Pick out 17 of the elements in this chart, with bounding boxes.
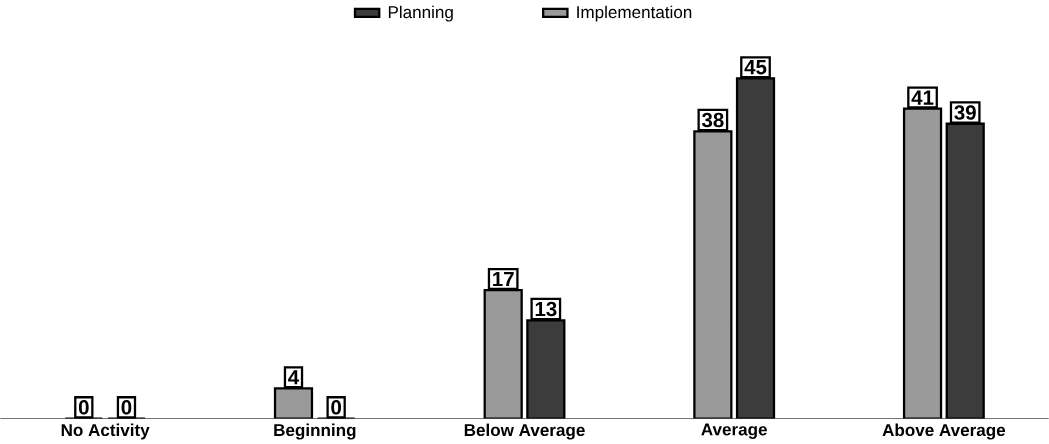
data-label: 17 <box>493 271 514 286</box>
data-label: 4 <box>288 370 300 385</box>
data-label: 39 <box>954 105 976 120</box>
legend-label: Planning <box>388 5 453 22</box>
data-label: 0 <box>78 399 89 415</box>
x-tick-label: Above Average <box>882 423 1006 440</box>
data-label: 38 <box>701 112 724 128</box>
x-tick-label: Below Average <box>464 423 585 440</box>
data-label: 41 <box>911 90 934 105</box>
legend-label: Implementation <box>577 5 692 22</box>
x-tick-label: Beginning <box>274 423 356 440</box>
data-label: 45 <box>744 59 767 75</box>
x-tick-label: No Activity <box>61 423 150 440</box>
data-label: 0 <box>121 399 132 415</box>
x-tick-label: Average <box>701 423 767 439</box>
data-label: 13 <box>535 301 557 317</box>
data-label: 0 <box>331 399 341 415</box>
